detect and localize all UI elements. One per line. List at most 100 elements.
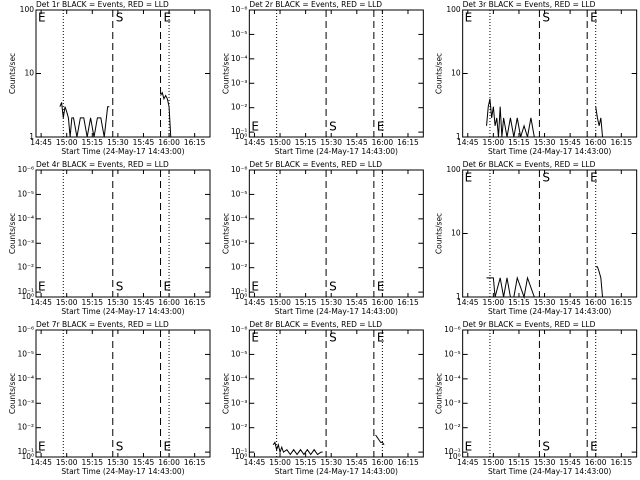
y-tick-label: 1 [456, 132, 461, 141]
x-axis-label: Start Time (24-May-17 14:43:00) [488, 147, 611, 156]
marker-letter: E [377, 120, 385, 134]
plot-frame [248, 169, 424, 298]
x-tick-label: 15:30 [107, 458, 129, 467]
x-tick-label: 15:15 [508, 298, 530, 307]
y-tick-label: 10⁻⁴ [17, 374, 34, 383]
x-tick-label: 15:00 [269, 138, 291, 147]
x-tick-label: 16:15 [610, 298, 632, 307]
panel-title: Det 8r BLACK = Events, RED = LLD [249, 320, 382, 329]
y-tick-label: 10⁻⁶ [231, 5, 248, 14]
x-tick-label: 14:45 [244, 298, 266, 307]
y-tick-label: 10⁻⁴ [17, 214, 34, 223]
y-tick-label: 1 [456, 292, 461, 301]
y-axis-label: Counts/sec [435, 213, 444, 254]
marker-letter: S [329, 280, 337, 294]
panel: Det 2r BLACK = Events, RED = LLD Start Ti… [221, 0, 424, 156]
y-tick-label: 10⁻⁶ [17, 325, 34, 334]
y-axis-label: Counts/sec [8, 373, 17, 414]
x-tick-label: 16:00 [372, 138, 394, 147]
marker-letter: E [38, 440, 46, 454]
y-tick-label: 10⁰ [235, 292, 248, 301]
y-tick-label: 10⁰ [448, 452, 461, 461]
y-tick-label: 10⁻⁵ [17, 189, 34, 198]
data-line [486, 266, 605, 299]
x-tick-label: 16:15 [397, 298, 419, 307]
x-tick-label: 16:15 [184, 138, 206, 147]
marker-letter: S [542, 440, 550, 454]
x-tick-label: 15:45 [346, 298, 368, 307]
x-tick-label: 15:30 [320, 298, 342, 307]
marker-letter: E [465, 11, 473, 25]
marker-letter: E [465, 440, 473, 454]
x-tick-label: 14:45 [457, 138, 479, 147]
y-axis-label: Counts/sec [221, 213, 230, 254]
x-tick-label: 15:45 [559, 298, 581, 307]
panel-title: Det 5r BLACK = Events, RED = LLD [249, 160, 382, 169]
marker-letter: E [164, 440, 172, 454]
x-tick-label: 16:15 [184, 458, 206, 467]
x-tick-label: 15:30 [320, 138, 342, 147]
x-tick-label: 15:45 [346, 458, 368, 467]
y-tick-label: 10⁻⁴ [231, 374, 248, 383]
x-tick-label: 16:15 [184, 298, 206, 307]
marker-letter: E [377, 280, 385, 294]
data-line [272, 434, 385, 456]
y-tick-label: 10⁻⁵ [444, 349, 461, 358]
x-tick-label: 16:00 [372, 458, 394, 467]
x-tick-label: 15:45 [133, 138, 155, 147]
x-axis-label: Start Time (24-May-17 14:43:00) [488, 467, 611, 476]
y-tick-label: 10⁻² [17, 263, 34, 272]
plot-frame [35, 329, 211, 458]
y-tick-label: 10⁻³ [231, 78, 248, 87]
y-tick-label: 10⁻⁶ [17, 165, 34, 174]
x-tick-label: 15:00 [483, 458, 505, 467]
y-axis-label: Counts/sec [221, 53, 230, 94]
y-tick-label: 10⁻² [231, 103, 248, 112]
y-tick-label: 10⁻² [17, 423, 34, 432]
x-tick-label: 16:00 [585, 458, 607, 467]
marker-letter: S [329, 331, 337, 345]
x-tick-label: 15:15 [508, 458, 530, 467]
panel-title: Det 9r BLACK = Events, RED = LLD [463, 320, 596, 329]
panel-title: Det 3r BLACK = Events, RED = LLD [463, 0, 596, 9]
marker-letter: E [590, 11, 598, 25]
marker-letter: E [251, 120, 259, 134]
panel: Det 6r BLACK = Events, RED = LLD Start Ti… [435, 160, 638, 316]
plot-frame [248, 9, 424, 138]
x-tick-label: 15:00 [56, 298, 78, 307]
x-tick-label: 15:00 [483, 298, 505, 307]
y-tick-label: 10⁻³ [231, 398, 248, 407]
y-tick-label: 10⁻¹ [17, 447, 34, 456]
y-tick-label: 10⁻⁵ [231, 349, 248, 358]
y-tick-label: 10⁰ [235, 452, 248, 461]
panel: Det 3r BLACK = Events, RED = LLD Start Ti… [435, 0, 638, 156]
x-tick-label: 16:00 [372, 298, 394, 307]
y-tick-label: 10⁻² [444, 423, 461, 432]
marker-letter: E [164, 280, 172, 294]
panel-title: Det 2r BLACK = Events, RED = LLD [249, 0, 382, 9]
panel: Det 7r BLACK = Events, RED = LLD Start Ti… [8, 320, 211, 476]
x-tick-label: 15:30 [534, 458, 556, 467]
x-tick-label: 16:00 [158, 458, 180, 467]
marker-letter: E [251, 280, 259, 294]
panel: Det 4r BLACK = Events, RED = LLD Start Ti… [8, 160, 211, 316]
x-tick-label: 15:15 [295, 458, 317, 467]
marker-letter: S [116, 440, 124, 454]
x-tick-label: 16:00 [158, 138, 180, 147]
x-tick-label: 15:00 [269, 458, 291, 467]
panel: Det 9r BLACK = Events, RED = LLD Start Ti… [435, 320, 638, 476]
x-tick-label: 16:15 [397, 458, 419, 467]
y-tick-label: 10⁻¹ [231, 447, 248, 456]
x-tick-label: 15:45 [133, 458, 155, 467]
x-tick-label: 14:45 [30, 298, 52, 307]
y-axis-label: Counts/sec [221, 373, 230, 414]
y-tick-label: 10⁻⁶ [231, 325, 248, 334]
marker-letter: E [377, 331, 385, 345]
marker-letter: S [542, 11, 550, 25]
y-tick-label: 10⁻⁶ [444, 325, 461, 334]
y-tick-label: 10⁻¹ [444, 447, 461, 456]
y-tick-label: 1 [29, 132, 34, 141]
x-tick-label: 15:30 [107, 298, 129, 307]
x-tick-label: 15:00 [483, 138, 505, 147]
